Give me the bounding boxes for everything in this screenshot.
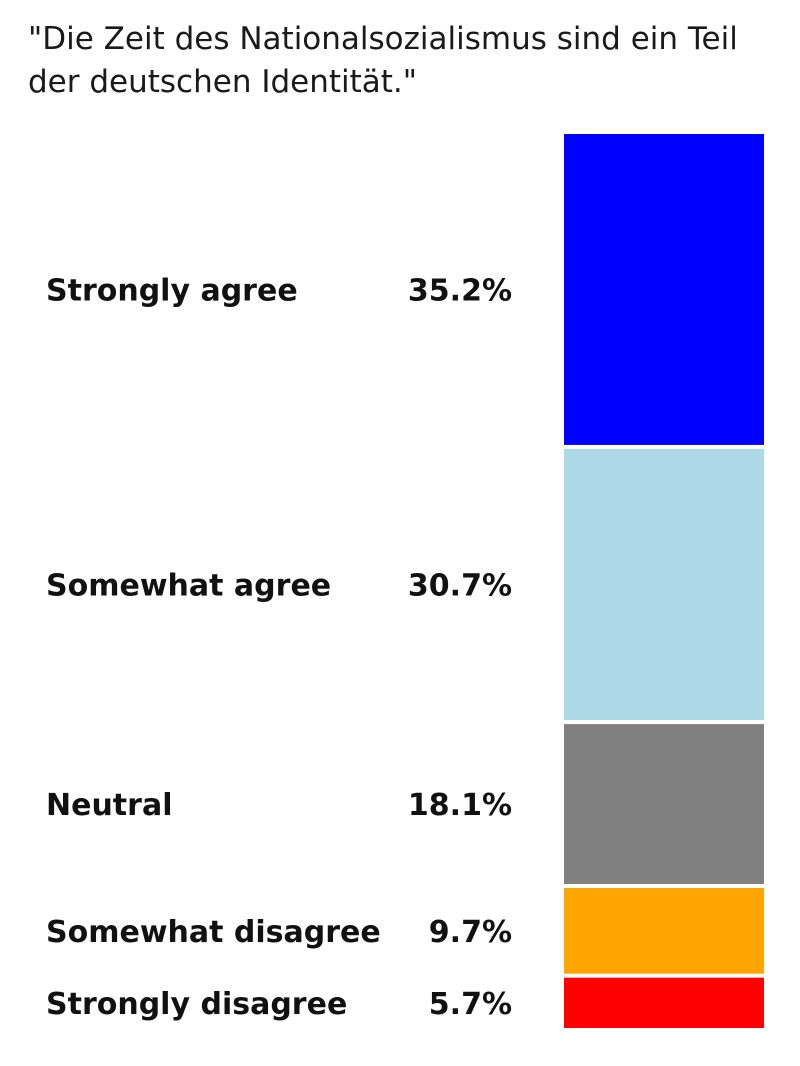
bar-segments: [564, 134, 764, 1028]
category-label: Somewhat disagree: [46, 915, 381, 950]
value-label: 18.1%: [408, 788, 512, 823]
category-label: Neutral: [46, 788, 172, 823]
category-label: Strongly agree: [46, 273, 298, 308]
value-label: 35.2%: [408, 273, 512, 308]
category-label: Strongly disagree: [46, 987, 347, 1022]
bar-segment-somewhat-agree: [564, 448, 764, 721]
value-label: 5.7%: [429, 987, 512, 1022]
bar-segment-strongly-disagree: [564, 977, 764, 1028]
bar-segment-neutral: [564, 724, 764, 884]
category-label: Somewhat agree: [46, 569, 331, 604]
bar-segment-strongly-agree: [564, 134, 764, 445]
value-label: 30.7%: [408, 569, 512, 604]
bar-segment-somewhat-disagree: [564, 887, 764, 974]
chart-title: "Die Zeit des Nationalsozialismus sind e…: [28, 21, 738, 100]
value-label: 9.7%: [429, 915, 512, 950]
bar-labels: Strongly agree 35.2% Somewhat agree 30.7% Ne…: [46, 273, 512, 1021]
